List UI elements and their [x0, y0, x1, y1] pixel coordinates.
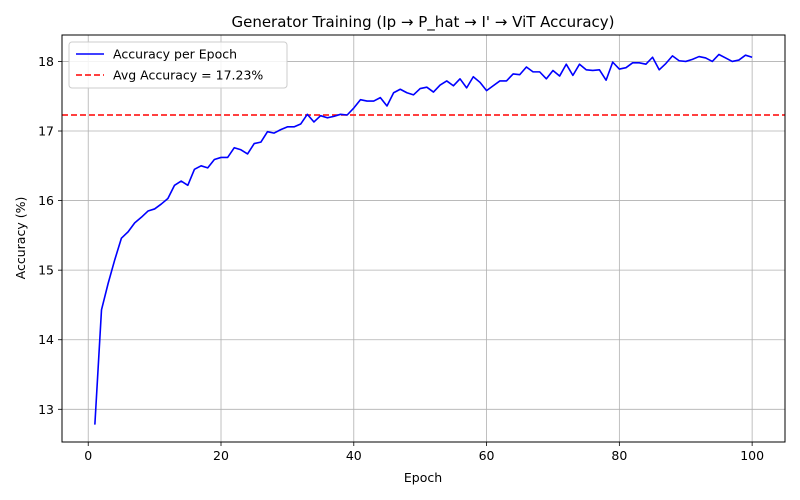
- y-tick-label: 18: [38, 54, 54, 69]
- plot-area: [62, 53, 785, 425]
- x-tick-label: 60: [479, 448, 495, 463]
- x-tick-label: 80: [611, 448, 627, 463]
- y-tick-label: 17: [38, 124, 54, 139]
- legend-box: [68, 41, 288, 89]
- y-axis: 13 14 15 16 17 18: [38, 54, 62, 417]
- x-axis-label: Epoch: [404, 470, 442, 485]
- x-tick-label: 100: [740, 448, 764, 463]
- y-tick-label: 16: [38, 193, 54, 208]
- y-tick-label: 15: [38, 263, 54, 278]
- y-tick-label: 13: [38, 402, 54, 417]
- grid: [62, 35, 785, 442]
- x-tick-label: 20: [213, 448, 229, 463]
- x-axis: 0 20 40 60 80 100: [84, 442, 764, 463]
- y-axis-label: Accuracy (%): [13, 197, 28, 280]
- chart-title: Generator Training (Ip → P_hat → I' → Vi…: [231, 13, 614, 32]
- y-tick-label: 14: [38, 332, 54, 347]
- accuracy-series-line: [94, 53, 753, 425]
- x-tick-label: 0: [84, 448, 92, 463]
- x-tick-label: 40: [346, 448, 362, 463]
- legend-entry-average: Avg Accuracy = 17.23%: [113, 68, 263, 83]
- legend: Accuracy per Epoch Avg Accuracy = 17.23%: [68, 41, 288, 89]
- axes-frame: [61, 34, 786, 443]
- legend-entry-accuracy: Accuracy per Epoch: [113, 47, 237, 62]
